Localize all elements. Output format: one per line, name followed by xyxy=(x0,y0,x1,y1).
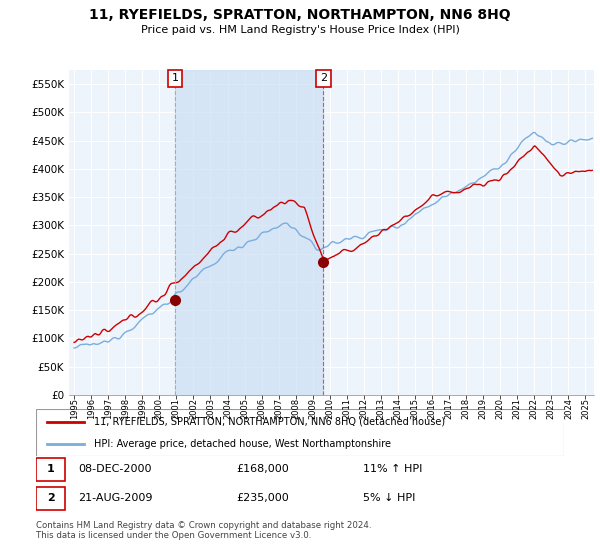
Text: 1997: 1997 xyxy=(104,398,113,419)
Text: 1996: 1996 xyxy=(86,398,95,419)
Text: 11, RYEFIELDS, SPRATTON, NORTHAMPTON, NN6 8HQ: 11, RYEFIELDS, SPRATTON, NORTHAMPTON, NN… xyxy=(89,8,511,22)
Text: 1995: 1995 xyxy=(70,398,79,419)
Text: 2014: 2014 xyxy=(394,398,403,419)
Text: HPI: Average price, detached house, West Northamptonshire: HPI: Average price, detached house, West… xyxy=(94,438,391,449)
Text: 2012: 2012 xyxy=(359,398,368,419)
Text: 2009: 2009 xyxy=(308,398,317,419)
Text: 2020: 2020 xyxy=(496,398,505,419)
Text: 2015: 2015 xyxy=(410,398,419,419)
Text: 11% ↑ HPI: 11% ↑ HPI xyxy=(364,464,423,474)
Text: 1: 1 xyxy=(172,73,179,83)
Text: 1998: 1998 xyxy=(121,398,130,419)
Bar xyxy=(36,487,65,510)
Text: 08-DEC-2000: 08-DEC-2000 xyxy=(78,464,152,474)
Text: 1: 1 xyxy=(47,464,55,474)
Text: 2: 2 xyxy=(47,493,55,503)
Text: 2022: 2022 xyxy=(530,398,539,419)
Text: 2013: 2013 xyxy=(376,398,385,419)
Bar xyxy=(36,458,65,481)
Text: 2004: 2004 xyxy=(223,398,232,419)
Text: 2017: 2017 xyxy=(445,398,454,419)
Text: 2025: 2025 xyxy=(581,398,590,419)
Text: 2: 2 xyxy=(320,73,327,83)
Text: 2021: 2021 xyxy=(513,398,522,419)
Text: 2005: 2005 xyxy=(240,398,249,419)
Text: £168,000: £168,000 xyxy=(236,464,289,474)
Text: 2018: 2018 xyxy=(461,398,470,419)
Text: 2003: 2003 xyxy=(206,398,215,419)
Text: 2010: 2010 xyxy=(325,398,334,419)
Text: 2023: 2023 xyxy=(547,398,556,419)
Text: 2000: 2000 xyxy=(155,398,164,419)
Text: 2016: 2016 xyxy=(428,398,437,419)
Text: 2007: 2007 xyxy=(274,398,283,419)
Text: 2024: 2024 xyxy=(564,398,573,419)
Text: 2019: 2019 xyxy=(479,398,488,419)
Text: 2008: 2008 xyxy=(291,398,300,419)
Bar xyxy=(175,70,323,395)
Text: £235,000: £235,000 xyxy=(236,493,289,503)
Text: 2006: 2006 xyxy=(257,398,266,419)
Text: 5% ↓ HPI: 5% ↓ HPI xyxy=(364,493,416,503)
Text: Price paid vs. HM Land Registry's House Price Index (HPI): Price paid vs. HM Land Registry's House … xyxy=(140,25,460,35)
Text: 2001: 2001 xyxy=(172,398,181,419)
Text: 2002: 2002 xyxy=(189,398,198,419)
Text: 21-AUG-2009: 21-AUG-2009 xyxy=(78,493,153,503)
Text: 11, RYEFIELDS, SPRATTON, NORTHAMPTON, NN6 8HQ (detached house): 11, RYEFIELDS, SPRATTON, NORTHAMPTON, NN… xyxy=(94,417,445,427)
Text: 1999: 1999 xyxy=(138,398,147,419)
Text: Contains HM Land Registry data © Crown copyright and database right 2024.
This d: Contains HM Land Registry data © Crown c… xyxy=(36,521,371,540)
Text: 2011: 2011 xyxy=(343,398,352,419)
